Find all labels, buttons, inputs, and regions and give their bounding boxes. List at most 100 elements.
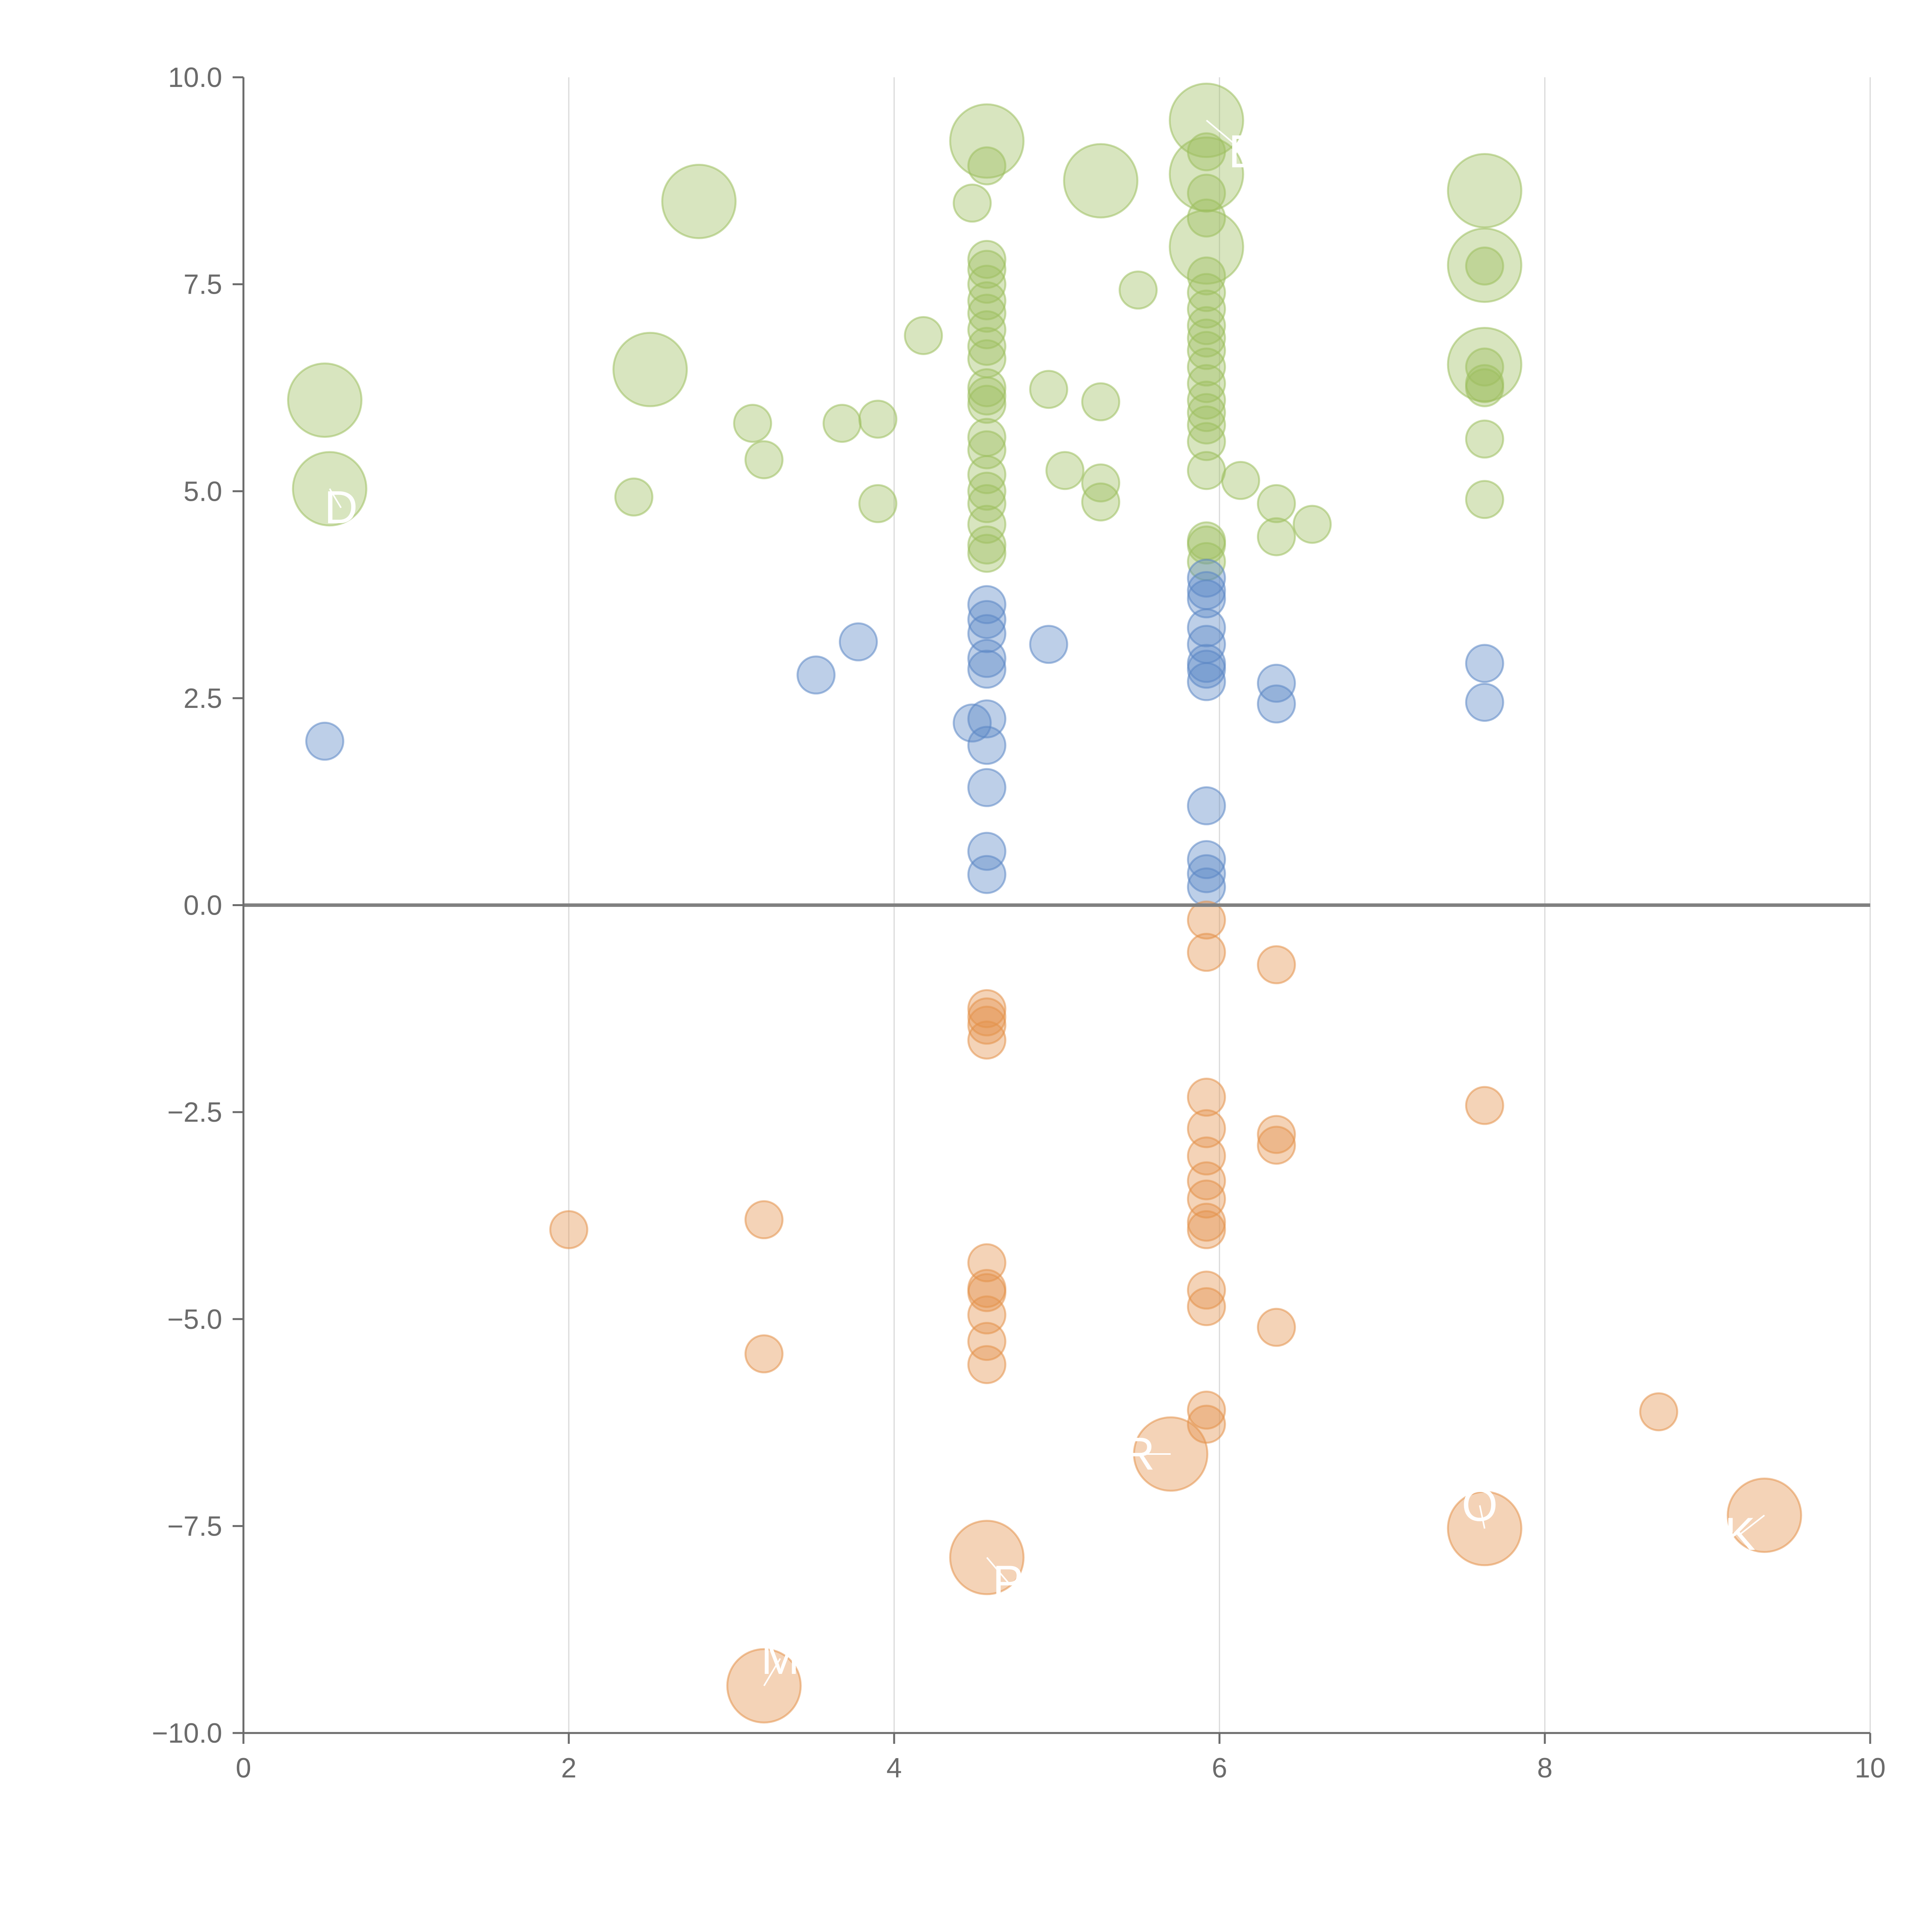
x-tick-label: 4 — [886, 1753, 902, 1784]
green-point — [1187, 451, 1226, 490]
green-point — [1029, 370, 1068, 409]
green-point — [1465, 246, 1504, 286]
green-point — [1465, 368, 1504, 407]
orange-point — [967, 1273, 1007, 1312]
green-point — [1447, 153, 1522, 229]
blue-point — [796, 655, 836, 695]
orange-point — [1187, 1390, 1226, 1430]
label-leader-line — [329, 488, 342, 509]
x-tick-label: 2 — [561, 1753, 577, 1784]
green-point — [1293, 505, 1332, 544]
green-point — [967, 265, 1007, 304]
green-point — [967, 505, 1007, 544]
tick-labels: 0 2 4 6 8 10 10.0 7.5 5.0 2.5 0.0 −2.5 −5.0 −7.5 −10.0 — [152, 62, 1886, 1784]
green-point — [967, 384, 1007, 424]
blue-point — [952, 703, 992, 743]
blue-point — [1187, 867, 1226, 906]
green-point — [1187, 422, 1226, 461]
blue-point — [967, 600, 1007, 639]
blue-point — [1187, 662, 1226, 701]
blue-point — [967, 639, 1007, 678]
y-tick-label: 10.0 — [168, 62, 222, 93]
green-point — [1187, 318, 1226, 358]
orange-point — [1187, 1109, 1226, 1148]
orange-point — [1187, 1078, 1226, 1117]
orange-point — [1639, 1392, 1679, 1432]
point-label: O — [1462, 1479, 1498, 1531]
green-point — [1187, 364, 1226, 403]
green-point — [967, 534, 1007, 573]
y-tick-label: 5.0 — [184, 476, 222, 507]
blue-point — [1465, 644, 1504, 683]
green-point — [967, 327, 1007, 366]
green-point — [858, 484, 898, 523]
orange-point — [1187, 1405, 1226, 1444]
y-tick-label: −2.5 — [167, 1097, 222, 1128]
blue-point — [1029, 625, 1068, 664]
label-leader-line — [986, 1557, 1009, 1583]
green-point — [1187, 331, 1226, 370]
orange-point — [744, 1334, 784, 1374]
green-point — [1187, 289, 1226, 329]
green-point — [967, 484, 1007, 523]
orange-point — [1187, 1179, 1226, 1219]
green-point — [967, 310, 1007, 349]
blue-point — [1187, 854, 1226, 893]
x-tick-label: 10 — [1855, 1753, 1886, 1784]
blue-point — [1187, 608, 1226, 648]
green-point — [1187, 132, 1226, 172]
orange-point — [1257, 1115, 1296, 1154]
green-point — [1119, 270, 1158, 310]
green-point — [967, 281, 1007, 320]
orange-point — [967, 1005, 1007, 1045]
green-point — [733, 404, 772, 443]
blue-point — [967, 699, 1007, 738]
green-point — [858, 400, 898, 439]
point-label: R — [1121, 1428, 1155, 1480]
orange-point — [1187, 900, 1226, 940]
point-label: E — [1228, 126, 1259, 177]
point-labels: D R P M K O E — [324, 119, 1765, 1686]
green-point — [822, 404, 862, 443]
green-point — [967, 471, 1007, 511]
blue-point — [967, 768, 1007, 807]
data-points — [287, 82, 1802, 1724]
y-tick-label: −7.5 — [167, 1511, 222, 1542]
green-point — [1187, 347, 1226, 387]
green-point — [1221, 461, 1260, 500]
green-point — [904, 316, 943, 355]
green-point — [287, 362, 362, 438]
point-label: K — [1725, 1508, 1755, 1560]
x-tick-label: 0 — [236, 1753, 251, 1784]
orange-point — [744, 1200, 784, 1240]
green-point — [744, 440, 784, 480]
green-point — [952, 184, 992, 223]
label-leader-line — [1739, 1514, 1765, 1535]
green-point — [1465, 347, 1504, 387]
label-leader-line — [763, 1658, 781, 1686]
y-tick-label: 2.5 — [184, 683, 222, 714]
blue-point — [967, 726, 1007, 765]
y-tick-label: 0.0 — [184, 890, 222, 921]
x-tick-label: 8 — [1537, 1753, 1553, 1784]
orange-point — [1257, 945, 1296, 985]
blue-point — [1187, 558, 1226, 598]
orange-point — [1187, 1210, 1226, 1249]
orange-point — [549, 1210, 588, 1249]
orange-point — [1257, 1308, 1296, 1347]
orange-point — [1187, 933, 1226, 972]
blue-point — [1187, 579, 1226, 619]
blue-point — [967, 832, 1007, 871]
blue-point — [838, 622, 878, 662]
blue-point — [967, 650, 1007, 689]
green-point — [1257, 484, 1296, 523]
green-point — [1447, 227, 1522, 303]
blue-point — [1187, 650, 1226, 689]
orange-point — [1465, 1086, 1504, 1125]
axes — [242, 77, 1870, 1734]
orange-point — [1257, 1126, 1296, 1165]
green-point — [1187, 198, 1226, 238]
orange-point — [967, 997, 1007, 1037]
blue-point — [1187, 786, 1226, 825]
